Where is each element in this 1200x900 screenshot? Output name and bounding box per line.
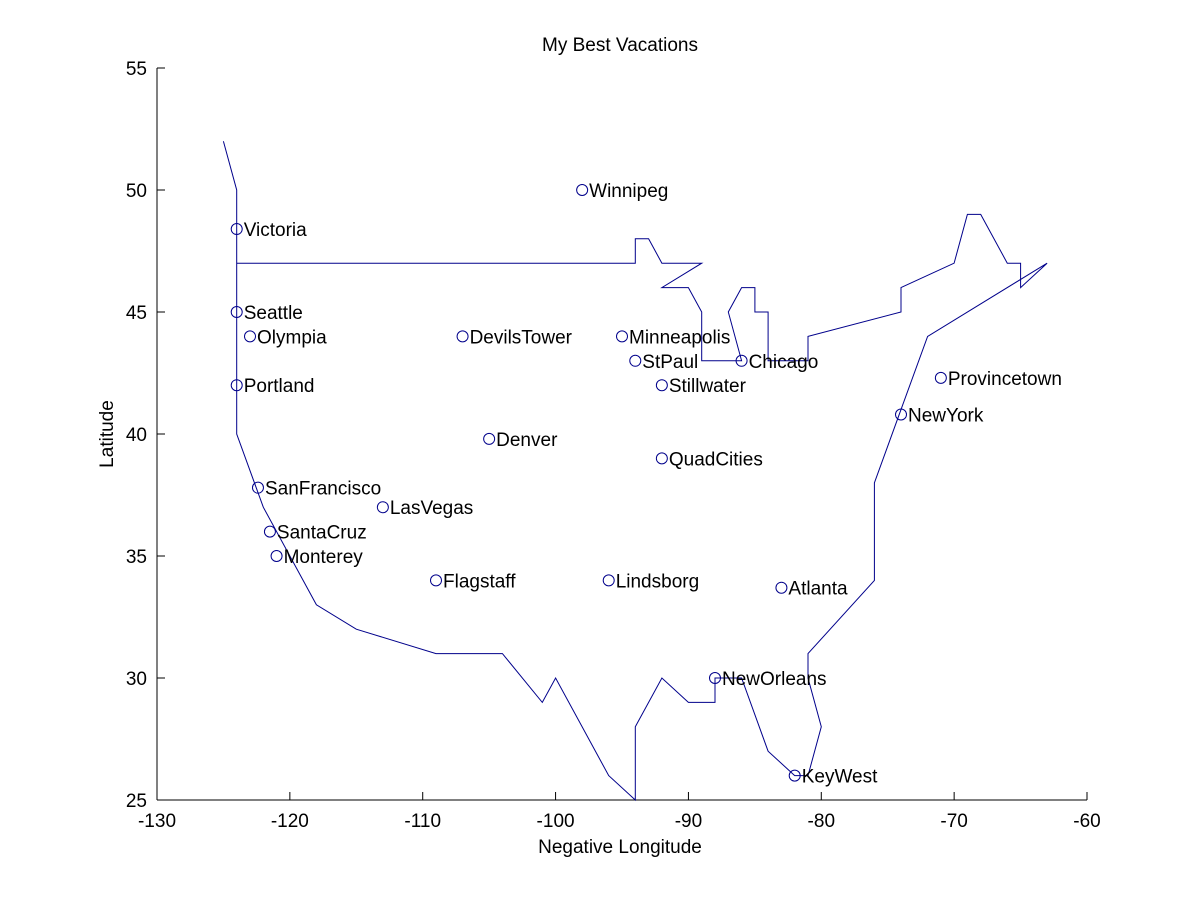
city-marker	[735, 354, 748, 367]
city-label: Seattle	[244, 303, 303, 324]
city-label: Lindsborg	[616, 571, 699, 592]
y-tick-label: 50	[126, 181, 147, 202]
x-tick-label: -90	[675, 811, 702, 832]
city-marker	[230, 379, 243, 392]
x-tick-label: -70	[940, 811, 967, 832]
city-label: SantaCruz	[277, 523, 367, 544]
city-label: Chicago	[749, 352, 819, 373]
city-marker	[934, 371, 947, 384]
city-label: NewYork	[908, 405, 984, 426]
y-tick-label: 40	[126, 425, 147, 446]
city-label: Stillwater	[669, 376, 747, 397]
city-label: LasVegas	[390, 498, 473, 519]
x-tick-label: -60	[1073, 811, 1100, 832]
y-tick-label: 45	[126, 303, 147, 324]
city-label: Flagstaff	[443, 571, 516, 592]
x-axis-label: Negative Longitude	[538, 837, 702, 858]
city-marker	[655, 379, 668, 392]
chart-title: My Best Vacations	[542, 35, 698, 56]
city-label: Olympia	[257, 327, 327, 348]
city-marker	[576, 184, 589, 196]
plot-area: -130 -120 -110 -100 -90 -80 -70 -60 25 30 35 40 45 50…	[126, 59, 1101, 832]
x-tick-label: -120	[271, 811, 309, 832]
city-marker	[430, 574, 442, 587]
x-tick-label: -80	[808, 811, 835, 832]
city-marker	[230, 223, 243, 236]
city-marker	[616, 330, 628, 343]
city-label: Atlanta	[788, 579, 848, 600]
city-label: NewOrleans	[722, 669, 827, 690]
city-label: Victoria	[244, 220, 307, 241]
city-marker	[244, 330, 256, 343]
city-label: Denver	[496, 430, 558, 451]
y-tick-label: 55	[126, 59, 147, 80]
city-marker	[483, 432, 496, 445]
city-marker	[263, 525, 276, 538]
y-axis-label: Latitude	[97, 400, 118, 468]
city-marker	[788, 769, 801, 782]
city-marker	[895, 408, 907, 421]
city-marker	[602, 574, 615, 587]
x-tick-label: -100	[537, 811, 575, 832]
city-marker	[270, 550, 283, 562]
y-tick-label: 35	[126, 547, 147, 568]
city-marker	[775, 581, 788, 594]
city-marker	[456, 330, 469, 343]
city-label: QuadCities	[669, 449, 763, 470]
city-marker	[709, 672, 721, 684]
city-marker	[230, 306, 243, 318]
city-label: SanFrancisco	[265, 479, 381, 500]
city-label: StPaul	[642, 352, 698, 373]
y-tick-label: 30	[126, 669, 147, 690]
city-label: Monterey	[284, 547, 364, 568]
city-label: Winnipeg	[589, 181, 668, 202]
x-tick-label: -130	[138, 811, 176, 832]
x-tick-label: -110	[404, 811, 441, 832]
y-tick-label: 25	[126, 791, 147, 812]
city-label: DevilsTower	[470, 327, 573, 348]
city-marker	[655, 452, 668, 465]
city-label: Provincetown	[948, 369, 1062, 390]
city-label: Minneapolis	[629, 327, 730, 348]
us-outline-line	[222, 141, 1048, 802]
city-label: Portland	[244, 376, 315, 397]
city-marker	[629, 354, 642, 367]
city-label: KeyWest	[802, 767, 878, 788]
city-marker	[251, 481, 264, 494]
city-marker	[376, 501, 389, 514]
